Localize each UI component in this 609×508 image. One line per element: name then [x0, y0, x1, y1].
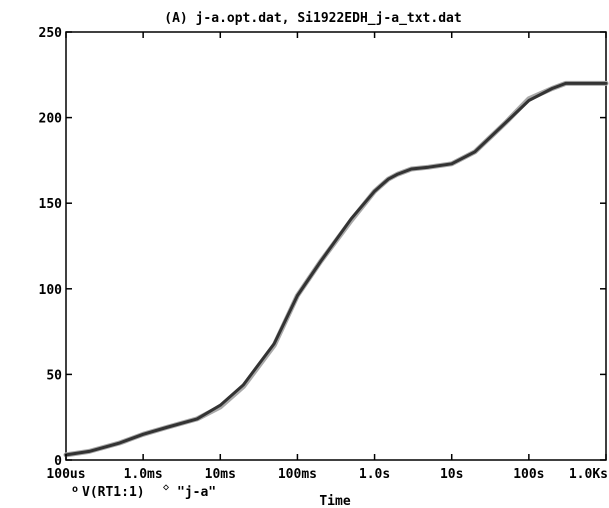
y-tick-label: 100 [39, 283, 63, 298]
y-tick-label: 200 [39, 112, 63, 127]
x-tick-label: 10s [440, 467, 463, 482]
series-line-dark [64, 81, 608, 457]
x-tick-label: 100s [513, 467, 544, 482]
y-tick-label: 0 [54, 454, 62, 469]
x-axis-label: Time [319, 494, 350, 508]
x-axis-ticks: 100us 1.0ms 10ms 100ms 1.0s 10s 100s 1.0Ks [46, 32, 608, 482]
legend: o V(RT1:1) ◇ "j-a" [72, 482, 216, 500]
y-axis-ticks: 0 50 100 150 200 250 [39, 26, 606, 469]
legend-label-1: "j-a" [177, 485, 216, 500]
y-tick-label: 50 [46, 368, 62, 383]
x-tick-label: 100us [46, 467, 85, 482]
series-lines [63, 80, 609, 458]
legend-marker-diamond: ◇ [163, 482, 169, 493]
x-tick-label: 10ms [205, 467, 236, 482]
plot-frame [65, 31, 607, 461]
x-tick-label: 100ms [278, 467, 317, 482]
y-tick-label: 250 [39, 26, 63, 41]
y-tick-label: 150 [39, 197, 63, 212]
plot-area: 100us 1.0ms 10ms 100ms 1.0s 10s 100s 1.0Ks 0501… [39, 26, 609, 482]
x-tick-label: 1.0s [359, 467, 390, 482]
chart-title: (A) j-a.opt.dat, Si1922EDH_j-a_txt.dat [164, 11, 461, 26]
legend-marker-circle: o [72, 484, 78, 495]
x-tick-label: 1.0Ks [569, 467, 608, 482]
x-tick-label: 1.0ms [124, 467, 163, 482]
legend-label-0: V(RT1:1) [82, 485, 145, 500]
